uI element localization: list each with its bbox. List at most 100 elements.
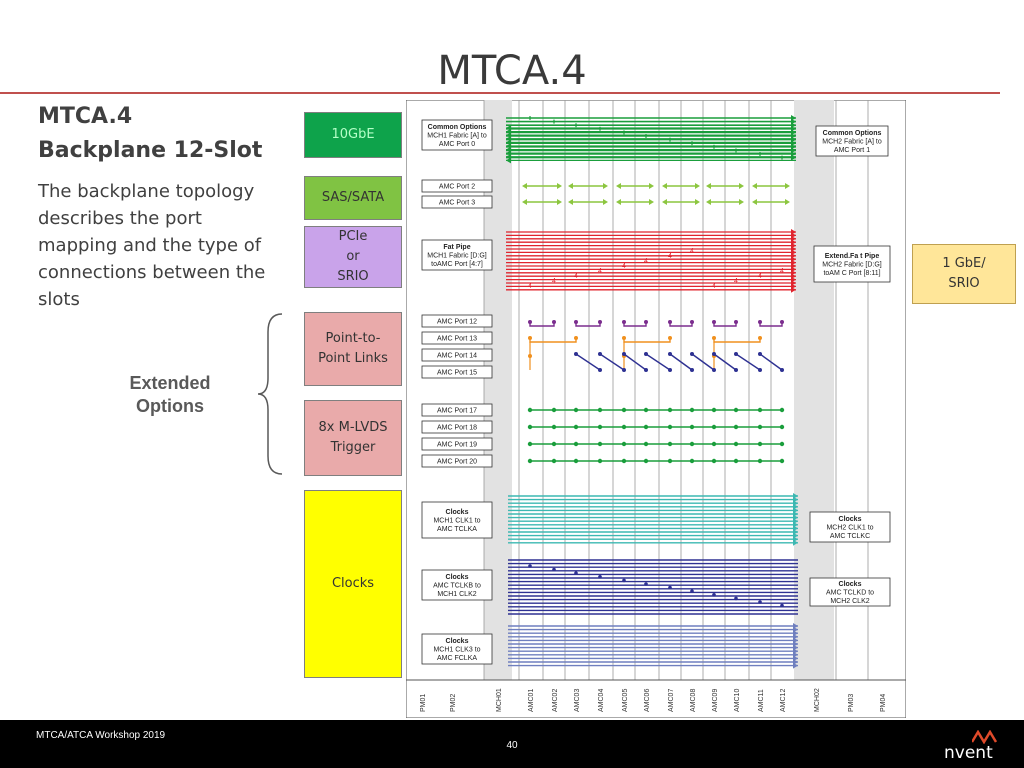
- clk2-dot: [734, 596, 738, 601]
- port-box: [421, 403, 493, 417]
- box-lvds-2: AMC Port 19: [421, 437, 493, 451]
- lvds-dot: [573, 424, 579, 430]
- port-box: [421, 365, 493, 379]
- slot-label: PM04: [880, 694, 887, 712]
- port-box: [421, 331, 493, 345]
- sas-head: [522, 199, 527, 205]
- page-number: 40: [506, 740, 518, 751]
- port-box-text: AMC TCLKA: [437, 526, 477, 533]
- p2p-dot: [528, 320, 532, 324]
- box-port2: AMC Port 2: [421, 179, 493, 193]
- sas-head: [522, 183, 527, 189]
- port-box: [421, 348, 493, 362]
- sas-head: [603, 183, 608, 189]
- common-line-head: [791, 154, 796, 161]
- logo-mark-icon: [972, 730, 998, 744]
- p2p-dot: [690, 368, 694, 372]
- slot-label: AMC08: [690, 689, 697, 712]
- nvent-logo: nvent: [944, 730, 1004, 763]
- box-lvds-1: AMC Port 18: [421, 420, 493, 434]
- slot-label: PM01: [420, 694, 427, 712]
- sas-head: [695, 183, 700, 189]
- port-box-text: MCH1 CLK1 to: [433, 518, 480, 525]
- footer-bar: [0, 720, 1024, 768]
- box-port3: AMC Port 3: [421, 195, 493, 209]
- p2p-dot: [758, 352, 762, 356]
- port-box-text: Extend.Fa t Pipe: [825, 253, 880, 260]
- port-box: [421, 437, 493, 451]
- lvds-dot: [711, 441, 717, 447]
- clk1-head: [793, 539, 798, 546]
- extended-options-label: Extended Options: [120, 372, 220, 418]
- sas-head: [785, 199, 790, 205]
- sas-head: [568, 199, 573, 205]
- p2p-line-2: Point Links: [318, 351, 388, 366]
- box-clk1-right: Clocks MCH2 CLK1 toAMC TCLKC: [809, 511, 891, 543]
- slide-description: The backplane topology describes the por…: [38, 181, 266, 310]
- sas-head: [649, 199, 654, 205]
- port-box-text: Clocks: [446, 509, 469, 516]
- lvds-dot: [597, 441, 603, 447]
- lvds-dot: [667, 458, 673, 464]
- lvds-dot: [527, 424, 533, 430]
- p2p-dot: [622, 352, 626, 356]
- port-box: [809, 577, 891, 607]
- box-clk3-left: Clocks MCH1 CLK3 toAMC FCLKA: [421, 633, 493, 665]
- lvds-dot: [643, 458, 649, 464]
- lvds-dot: [757, 441, 763, 447]
- lvds-dot: [551, 441, 557, 447]
- port-box-text: AMC Port 12: [437, 319, 477, 326]
- p2p-dot: [758, 336, 762, 340]
- sas-head: [616, 199, 621, 205]
- fatpipe-marker: 4: [528, 283, 532, 290]
- fatpipe-marker: 4: [758, 273, 762, 280]
- port-box-text: Clocks: [446, 574, 469, 581]
- lvds-dot: [689, 424, 695, 430]
- port-box-text: Common Options: [428, 124, 487, 131]
- lvds-dot: [597, 424, 603, 430]
- lvds-dot: [733, 458, 739, 464]
- p2p-dot: [574, 320, 578, 324]
- lvds-dot: [711, 407, 717, 413]
- clk2-dot: [552, 567, 556, 572]
- sas-head: [662, 183, 667, 189]
- fatpipe-marker: 4: [668, 253, 672, 260]
- fatpipe-marker: 4: [712, 283, 716, 290]
- sas-head: [752, 199, 757, 205]
- box-fatpipe-right: Extend.Fa t Pipe MCH2 Fabric [D:G]toAM C …: [813, 245, 891, 283]
- box-p2p-1: AMC Port 13: [421, 331, 493, 345]
- port-box: [421, 239, 493, 271]
- sas-head: [557, 183, 562, 189]
- lvds-dot: [757, 458, 763, 464]
- lvds-dot: [643, 407, 649, 413]
- lvds-dot: [733, 407, 739, 413]
- p2p-dot: [780, 368, 784, 372]
- p2p-dot: [668, 320, 672, 324]
- lvds-dot: [757, 407, 763, 413]
- slot-label: AMC09: [712, 689, 719, 712]
- port-box: [421, 420, 493, 434]
- p2p-dot: [574, 352, 578, 356]
- sas-head: [739, 199, 744, 205]
- port-box: [421, 454, 493, 468]
- port-box-text: MCH2 CLK1 to: [826, 525, 873, 532]
- lvds-dot: [527, 441, 533, 447]
- lvds-line-1: 8x M-LVDS: [318, 420, 388, 435]
- slot-label: MCH01: [496, 688, 503, 712]
- slot-labels: PM01 PM02 MCH01 AMC01 AMC02 AMC03 AMC04 AMC05 AM…: [420, 688, 887, 712]
- p2p-dot: [598, 320, 602, 324]
- port-box: [421, 314, 493, 328]
- port-box-text: AMC Port 19: [437, 442, 477, 449]
- port-box-text: Clocks: [446, 638, 469, 645]
- slot-label: AMC06: [644, 689, 651, 712]
- fatpipe-marker: 4: [552, 278, 556, 285]
- port-box-text: toAM C Port [8:11]: [823, 270, 880, 277]
- extended-line-1: Extended: [129, 373, 211, 393]
- p2p-dot: [690, 352, 694, 356]
- slot-label: AMC11: [758, 689, 765, 712]
- p2p-dot: [712, 320, 716, 324]
- port-box-text: Clocks: [839, 516, 862, 523]
- sas-head: [649, 183, 654, 189]
- lvds-dot: [779, 441, 785, 447]
